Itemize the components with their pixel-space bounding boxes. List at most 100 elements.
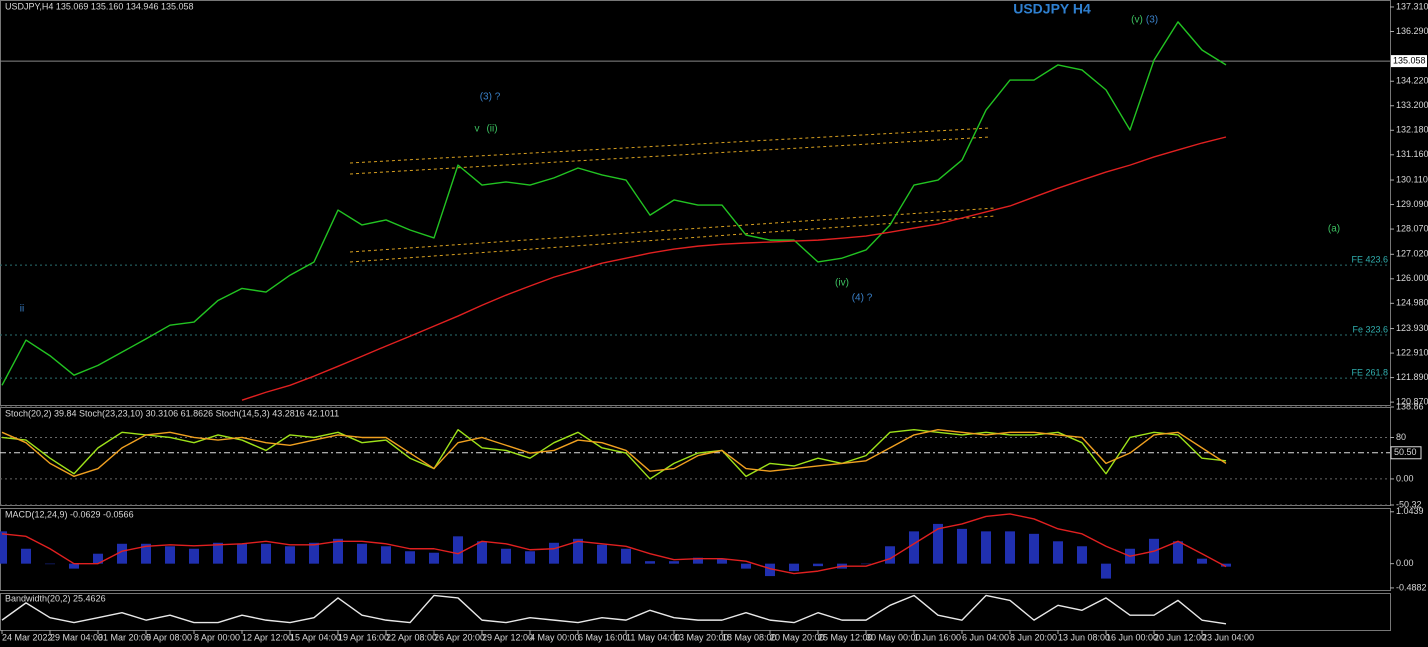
- histogram-bar: [285, 546, 295, 564]
- histogram-bar: [717, 558, 727, 564]
- histogram-bar: [0, 531, 7, 564]
- wave-label: v: [475, 124, 480, 135]
- histogram-bar: [861, 563, 871, 565]
- histogram-bar: [453, 536, 463, 564]
- chart-title: USDJPY H4: [1013, 1, 1091, 17]
- main-panel-frame: [0, 0, 1391, 406]
- x-tick-label: 23 Jun 04:00: [1202, 632, 1254, 642]
- y-tick-label: 126.000: [1396, 273, 1428, 283]
- histogram-bar: [693, 557, 703, 564]
- x-tick-label: 24 Mar 2022: [2, 632, 53, 642]
- histogram-bar: [189, 548, 199, 564]
- x-tick-label: 6 Jun 04:00: [962, 632, 1009, 642]
- histogram-bar: [621, 548, 631, 564]
- histogram-bar: [981, 531, 991, 564]
- histogram-bar: [765, 563, 775, 577]
- histogram-bar: [69, 563, 79, 569]
- price-box: [1391, 55, 1427, 68]
- histogram-bar: [141, 543, 151, 564]
- histogram-bar: [477, 541, 487, 564]
- histogram-bar: [1101, 563, 1111, 579]
- histogram-bar: [405, 551, 415, 564]
- symbol-header: USDJPY,H4 135.069 135.160 134.946 135.05…: [5, 1, 194, 11]
- histogram-bar: [957, 528, 967, 564]
- histogram-bar: [21, 548, 31, 564]
- level-label: Fe 323.6: [1352, 324, 1388, 334]
- histogram-bar: [1029, 533, 1039, 564]
- level-label: FE 423.6: [1351, 254, 1388, 264]
- price-label: 135.058: [1393, 55, 1426, 65]
- histogram-bar: [93, 553, 103, 564]
- y-tick-label: 137.310: [1396, 1, 1428, 11]
- x-tick-label: 4 May 00:00: [530, 632, 580, 642]
- y-tick-label: 132.180: [1396, 125, 1428, 135]
- histogram-bar: [381, 546, 391, 564]
- y-tick-label: 0.00: [1396, 473, 1414, 483]
- x-tick-label: 18 May 08:00: [722, 632, 777, 642]
- level-label: FE 261.8: [1351, 367, 1388, 377]
- wave-label: (3) ?: [480, 92, 501, 103]
- wave-label: (iv): [835, 278, 849, 289]
- series-line: [1, 429, 1227, 478]
- wave-label: (a): [1328, 224, 1340, 235]
- current-label: 50.50: [1394, 447, 1417, 457]
- y-tick-label: 128.070: [1396, 223, 1428, 233]
- x-tick-label: 11 May 04:00: [626, 632, 680, 642]
- y-tick-label: 127.020: [1396, 249, 1428, 259]
- histogram-bar: [1053, 541, 1063, 564]
- x-tick-label: 31 Mar 20:00: [98, 632, 151, 642]
- histogram-bar: [669, 561, 679, 564]
- y-tick-label: 136.290: [1396, 26, 1428, 36]
- x-tick-label: 1 Jun 16:00: [914, 632, 961, 642]
- histogram-bar: [1197, 558, 1207, 564]
- x-tick-label: 8 Jun 20:00: [1010, 632, 1057, 642]
- y-tick-label: -0.4882: [1396, 582, 1427, 592]
- histogram-bar: [741, 563, 751, 569]
- histogram-bar: [333, 538, 343, 564]
- channel: [349, 127, 996, 263]
- y-tick-label: 130.110: [1396, 174, 1428, 184]
- histogram-bar: [789, 563, 799, 572]
- y-tick-label: 129.090: [1396, 199, 1428, 209]
- y-tick-label: 124.980: [1396, 298, 1428, 308]
- series-line: [1, 513, 1227, 575]
- y-tick-label: 133.200: [1396, 100, 1428, 110]
- histogram-bar: [165, 546, 175, 564]
- channel-line: [349, 136, 991, 175]
- wave-label: (4) ?: [852, 293, 873, 304]
- x-tick-label: 25 May 12:00: [818, 632, 873, 642]
- y-tick-label: 120.870: [1396, 396, 1428, 406]
- y-tick-label: 122.910: [1396, 347, 1428, 357]
- bandwidth-header: Bandwidth(20,2) 25.4626: [5, 593, 106, 603]
- x-tick-label: 29 Mar 04:00: [50, 632, 103, 642]
- series-line: [241, 136, 1227, 401]
- wave-label: (v): [1131, 15, 1143, 26]
- histogram-bar: [429, 552, 439, 564]
- x-tick-label: 13 May 20:00: [674, 632, 729, 642]
- histogram-bar: [525, 551, 535, 564]
- wave-label: (3): [1146, 15, 1158, 26]
- histogram-bar: [1173, 541, 1183, 564]
- histogram-bar: [309, 542, 319, 564]
- x-tick-label: 22 Apr 08:00: [386, 632, 437, 642]
- x-tick-label: 5 Apr 08:00: [146, 632, 192, 642]
- series-line: [1, 594, 1227, 625]
- histogram-bar: [117, 543, 127, 564]
- y-tick-label: 138.86: [1396, 401, 1424, 411]
- histogram-bar: [573, 538, 583, 564]
- x-tick-label: 29 Apr 12:00: [482, 632, 533, 642]
- histogram-bar: [597, 544, 607, 564]
- bandwidth-panel-frame: [0, 593, 1391, 631]
- y-tick-label: -50.32: [1396, 499, 1422, 509]
- y-tick-label: 131.160: [1396, 149, 1428, 159]
- wave-label: (ii): [486, 124, 497, 135]
- histogram-bar: [1221, 563, 1231, 567]
- y-tick-label: 0.00: [1396, 558, 1414, 568]
- macd-header: MACD(12,24,9) -0.0629 -0.0566: [5, 509, 134, 519]
- histogram-bar: [813, 563, 823, 567]
- x-tick-label: 13 Jun 08:00: [1058, 632, 1110, 642]
- histogram-bar: [645, 561, 655, 564]
